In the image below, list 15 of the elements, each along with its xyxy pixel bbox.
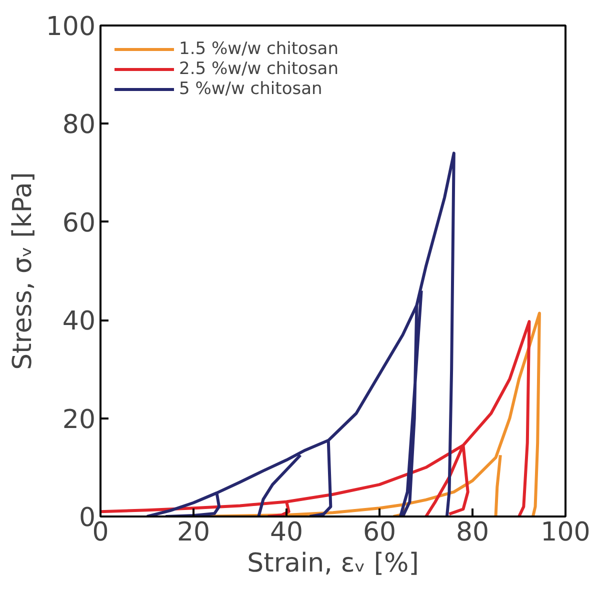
y-tick-label: 40 xyxy=(62,306,96,337)
y-tick-label: 60 xyxy=(62,208,96,238)
y-tick-label: 80 xyxy=(62,110,96,140)
legend-label: 5 %w/w chitosan xyxy=(179,79,322,99)
x-tick-label: 20 xyxy=(176,518,210,548)
y-tick-label: 100 xyxy=(46,12,96,42)
x-tick-label: 60 xyxy=(362,518,396,548)
legend-label: 2.5 %w/w chitosan xyxy=(179,59,338,79)
x-tick-label: 100 xyxy=(540,518,590,548)
y-tick-label: 20 xyxy=(62,404,96,435)
y-axis-title: Stress, σᵥ [kPa] xyxy=(8,172,38,370)
x-axis-title: Strain, εᵥ [%] xyxy=(247,548,419,578)
legend-label: 1.5 %w/w chitosan xyxy=(179,39,338,59)
x-tick-label: 40 xyxy=(270,518,304,548)
x-tick-label: 80 xyxy=(456,518,490,548)
